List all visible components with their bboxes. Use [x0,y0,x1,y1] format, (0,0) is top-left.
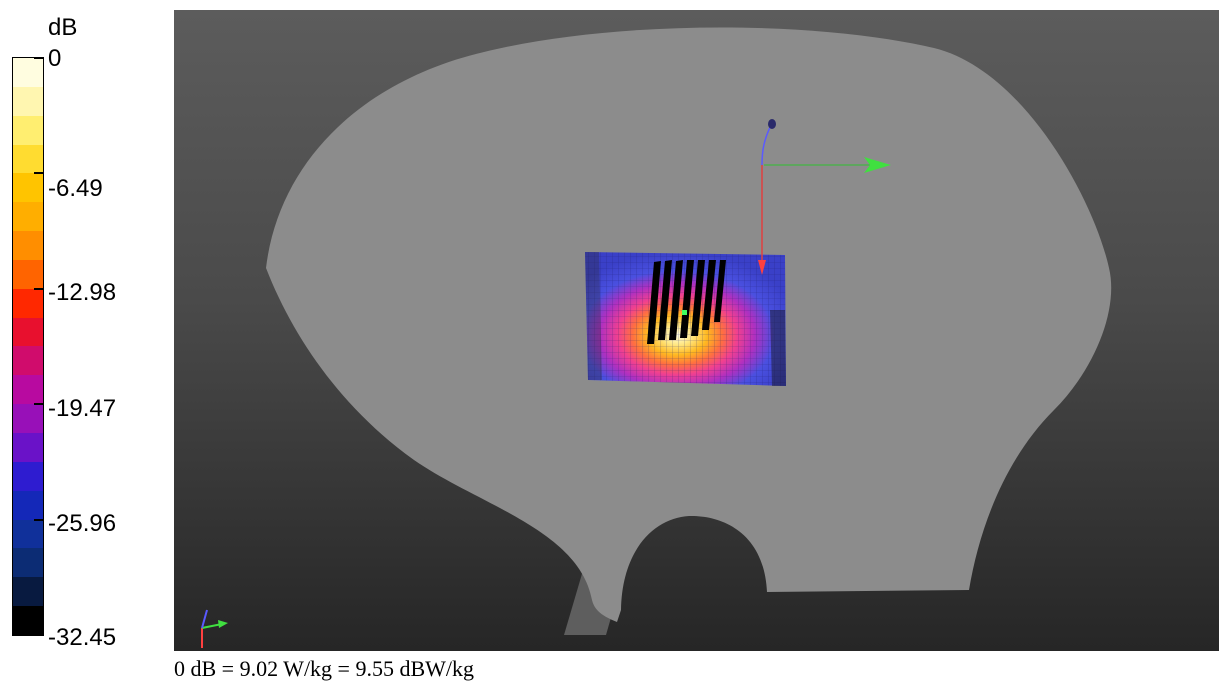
legend-tick-mark [34,403,44,405]
legend-tick-label: 0 [48,45,62,72]
color-legend-bar [12,57,44,636]
legend-swatch [13,432,43,462]
legend-swatch [13,317,43,347]
legend-tick-mark [34,57,44,59]
legend-swatch [13,461,43,491]
legend-unit-label: dB [48,14,78,41]
viewport-scene [201,27,1112,648]
legend-swatch [13,115,43,145]
antenna-slots [647,260,726,344]
legend-swatch [13,548,43,578]
legend-tick-mark [34,519,44,521]
legend-swatch [13,404,43,433]
sar-heatmap [585,252,786,386]
legend-swatch [13,202,43,232]
probe-point-marker [682,310,687,315]
legend-swatch [13,259,43,289]
legend-swatch [13,577,43,607]
legend-swatch [13,375,43,405]
legend-tick-label: -25.96 [48,510,117,537]
legend-swatch [13,144,43,174]
legend-tick-label: -19.47 [48,395,117,422]
legend-swatch [13,231,43,260]
legend-tick-mark [34,634,44,636]
legend-tick-mark [34,172,44,174]
legend-swatch [13,346,43,376]
legend-swatch [13,519,43,549]
legend-swatch [13,490,43,520]
legend-swatch [13,173,43,203]
legend-swatch [13,288,43,318]
normalization-note: 0 dB = 9.02 W/kg = 9.55 dBW/kg [174,656,475,681]
probe-icon [758,119,891,275]
legend-tick-label: -32.45 [48,624,117,651]
legend-swatch [13,606,43,635]
legend-tick-label: -12.98 [48,279,117,306]
legend-swatch [13,86,43,116]
legend-swatch [13,58,43,87]
legend-tick-mark [34,288,44,290]
axis-triad-icon [201,609,228,648]
legend-tick-label: -6.49 [48,175,103,202]
3d-viewport[interactable] [174,10,1219,651]
